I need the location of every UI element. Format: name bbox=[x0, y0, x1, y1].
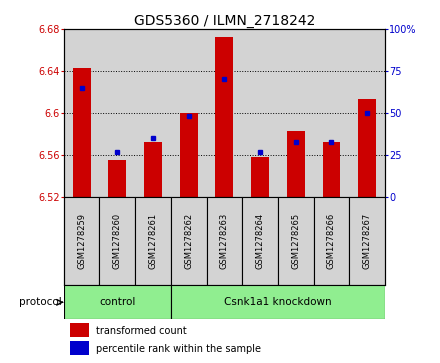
Bar bbox=[70, 341, 89, 355]
Bar bbox=[278, 197, 314, 285]
Bar bbox=[251, 157, 269, 197]
Text: GSM1278266: GSM1278266 bbox=[327, 213, 336, 269]
Bar bbox=[99, 197, 135, 285]
Title: GDS5360 / ILMN_2718242: GDS5360 / ILMN_2718242 bbox=[134, 14, 315, 28]
Bar bbox=[70, 323, 89, 337]
Text: GSM1278259: GSM1278259 bbox=[77, 213, 86, 269]
Text: GSM1278265: GSM1278265 bbox=[291, 213, 300, 269]
Bar bbox=[144, 142, 162, 197]
Bar bbox=[171, 285, 385, 319]
Bar bbox=[73, 68, 91, 197]
Bar bbox=[108, 160, 126, 197]
Text: GSM1278262: GSM1278262 bbox=[184, 213, 193, 269]
Bar bbox=[206, 197, 242, 285]
Bar bbox=[323, 142, 341, 197]
Text: control: control bbox=[99, 297, 136, 307]
Bar bbox=[242, 197, 278, 285]
Text: GSM1278264: GSM1278264 bbox=[256, 213, 264, 269]
Bar bbox=[64, 285, 171, 319]
Bar bbox=[358, 99, 376, 197]
Bar bbox=[180, 113, 198, 197]
Text: GSM1278260: GSM1278260 bbox=[113, 213, 122, 269]
Bar bbox=[287, 131, 304, 197]
Bar bbox=[64, 197, 99, 285]
Bar bbox=[216, 37, 233, 197]
Bar bbox=[135, 197, 171, 285]
Text: transformed count: transformed count bbox=[96, 326, 187, 335]
Text: GSM1278263: GSM1278263 bbox=[220, 213, 229, 269]
Text: GSM1278261: GSM1278261 bbox=[149, 213, 158, 269]
Text: Csnk1a1 knockdown: Csnk1a1 knockdown bbox=[224, 297, 332, 307]
Text: GSM1278267: GSM1278267 bbox=[363, 213, 372, 269]
Bar bbox=[314, 197, 349, 285]
Bar bbox=[349, 197, 385, 285]
Text: percentile rank within the sample: percentile rank within the sample bbox=[96, 343, 261, 354]
Text: protocol: protocol bbox=[19, 297, 62, 307]
Bar bbox=[171, 197, 206, 285]
